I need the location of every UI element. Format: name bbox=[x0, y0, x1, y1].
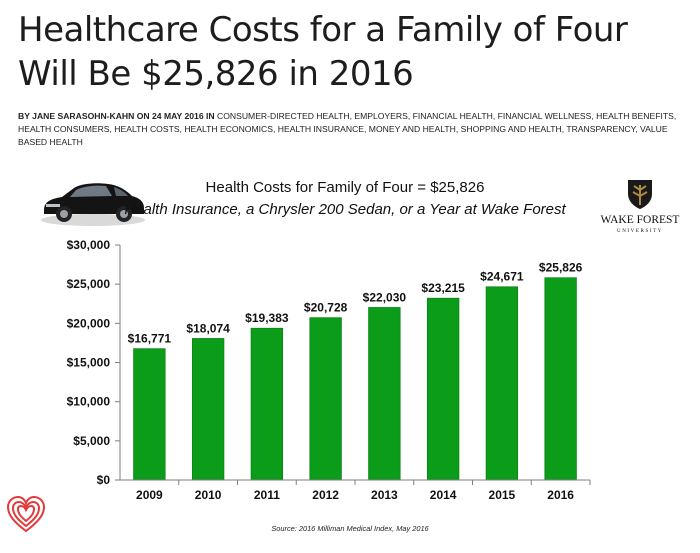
chart-title: Health Costs for Family of Four = $25,82… bbox=[205, 179, 485, 196]
sedan-car-icon bbox=[41, 183, 145, 226]
bar-2016 bbox=[544, 277, 577, 481]
data-label-2010: $18,074 bbox=[186, 321, 230, 335]
data-label-2013: $22,030 bbox=[363, 290, 407, 304]
data-labels: $16,771 $18,074 $19,383 $20,728 $22,030 $23,2… bbox=[128, 261, 583, 346]
shield-tree-icon bbox=[628, 180, 652, 209]
y-tick-label: $25,000 bbox=[67, 277, 111, 291]
y-tick-label: $0 bbox=[97, 473, 111, 487]
bars bbox=[133, 277, 577, 481]
logo-name: WAKE FOREST bbox=[601, 214, 680, 226]
x-tick-label: 2016 bbox=[547, 488, 574, 502]
bar-chart: $0 $5,000 $10,000 $15,000 $20,000 $25,000 $30,… bbox=[67, 238, 591, 502]
article-headline: Healthcare Costs for a Family of Four Wi… bbox=[18, 10, 628, 94]
chart-subtitle: Health Insurance, a Chrysler 200 Sedan, … bbox=[124, 201, 566, 218]
bar-2014 bbox=[426, 297, 460, 481]
data-label-2015: $24,671 bbox=[480, 270, 524, 284]
x-tick-label: 2009 bbox=[136, 488, 163, 502]
y-tick-label: $30,000 bbox=[67, 238, 111, 252]
chart-source: Source: 2016 Milliman Medical Index, May… bbox=[271, 524, 429, 533]
logo-subname: UNIVERSITY bbox=[617, 229, 663, 234]
concentric-heart-icon[interactable] bbox=[6, 495, 46, 535]
data-label-2016: $25,826 bbox=[539, 261, 583, 275]
x-tick-label: 2015 bbox=[489, 488, 516, 502]
x-axis: 2009 2010 2011 2012 2013 2014 2015 2016 bbox=[120, 479, 591, 502]
wake-forest-logo: WAKE FOREST UNIVERSITY bbox=[601, 180, 680, 234]
article-byline: BY JANE SARASOHN-KAHN ON 24 MAY 2016 IN … bbox=[18, 110, 690, 149]
bar-2015 bbox=[485, 286, 519, 481]
x-tick-label: 2014 bbox=[430, 488, 457, 502]
x-tick-label: 2012 bbox=[312, 488, 339, 502]
byline-categories[interactable]: CONSUMER-DIRECTED HEALTH, EMPLOYERS, FIN… bbox=[18, 111, 677, 147]
x-tick-label: 2010 bbox=[195, 488, 222, 502]
bar-2011 bbox=[250, 327, 284, 481]
y-tick-label: $10,000 bbox=[67, 395, 111, 409]
byline-author-date: BY JANE SARASOHN-KAHN ON 24 MAY 2016 IN bbox=[18, 111, 215, 121]
bar-2013 bbox=[368, 307, 401, 481]
x-tick-label: 2011 bbox=[254, 488, 280, 502]
x-tick-label: 2013 bbox=[371, 488, 398, 502]
y-tick-label: $15,000 bbox=[67, 356, 111, 370]
y-tick-label: $5,000 bbox=[73, 434, 110, 448]
bar-2010 bbox=[191, 338, 225, 481]
data-label-2014: $23,215 bbox=[421, 281, 465, 295]
bar-2009 bbox=[133, 348, 166, 481]
y-axis: $0 $5,000 $10,000 $15,000 $20,000 $25,000 $30,… bbox=[67, 238, 121, 487]
data-label-2011: $19,383 bbox=[245, 311, 289, 325]
bar-2012 bbox=[309, 317, 342, 481]
data-label-2009: $16,771 bbox=[128, 332, 172, 346]
data-label-2012: $20,728 bbox=[304, 301, 348, 315]
y-tick-label: $20,000 bbox=[67, 316, 111, 330]
